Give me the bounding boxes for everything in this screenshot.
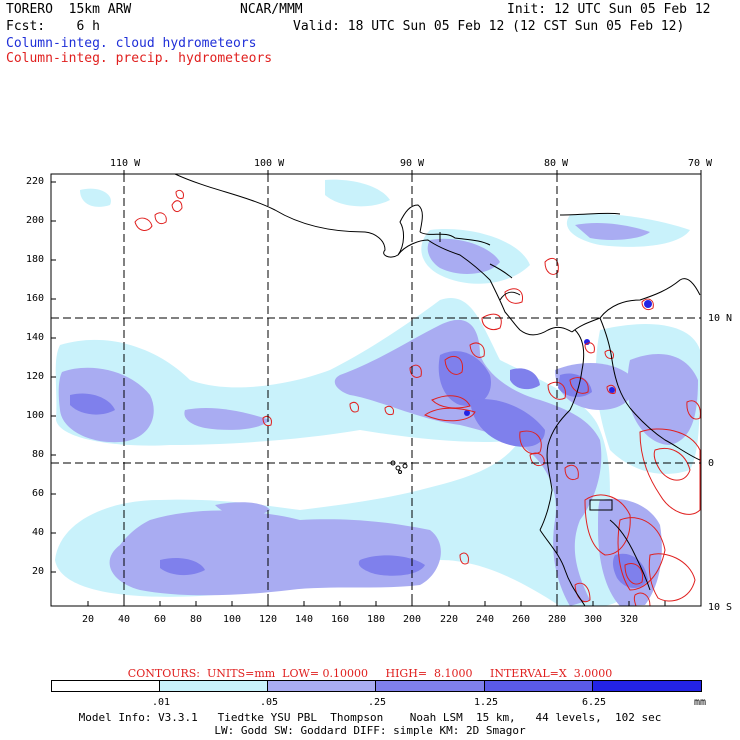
- lat-lon-grid: [51, 174, 701, 606]
- y-tick-label: 80: [32, 449, 45, 460]
- x-tick-label: 100: [223, 614, 242, 625]
- lon-label-90w: 90 W: [400, 158, 425, 169]
- x-tick-label: 200: [403, 614, 422, 625]
- lon-label-80w: 80 W: [544, 158, 569, 169]
- organization-label: NCAR/MMM: [240, 2, 303, 17]
- contours-caption: CONTOURS: UNITS=mm LOW= 0.10000 HIGH= 8.…: [127, 667, 613, 680]
- coastlines: [174, 174, 701, 606]
- x-tick-label: 220: [440, 614, 459, 625]
- y-axis-ticks: [51, 181, 56, 573]
- forecast-hour: Fcst: 6 h: [6, 19, 100, 34]
- model-info-line1: Model Info: V3.3.1 Tiedtke YSU PBL Thomp…: [78, 711, 662, 724]
- x-tick-label: 300: [584, 614, 603, 625]
- y-tick-label: 200: [26, 215, 45, 226]
- colorbar-segment: [159, 680, 268, 692]
- x-tick-label: 120: [259, 614, 278, 625]
- x-tick-label: 140: [295, 614, 314, 625]
- y-tick-label: 20: [32, 566, 45, 577]
- colorbar-segment: [375, 680, 485, 692]
- colorbar-label: .05: [260, 697, 279, 708]
- colorbar-units: mm: [694, 697, 707, 708]
- colorbar-label: .25: [368, 697, 387, 708]
- colorbar-label: 1.25: [474, 697, 499, 708]
- precip-field-label: Column-integ. precip. hydrometeors: [6, 51, 273, 66]
- lon-label-70w: 70 W: [688, 158, 713, 169]
- model-info-line2: LW: Godd SW: Goddard DIFF: simple KM: 2D…: [214, 724, 526, 737]
- colorbar-label: .01: [152, 697, 171, 708]
- colorbar-segment: [592, 680, 702, 692]
- cloud-field-label: Column-integ. cloud hydrometeors: [6, 36, 257, 51]
- colorbar-segment: [267, 680, 376, 692]
- x-tick-label: 320: [620, 614, 639, 625]
- y-tick-label: 120: [26, 371, 45, 382]
- cloud-shading-dark: [70, 351, 648, 589]
- colorbar-segment: [484, 680, 593, 692]
- y-tick-label: 140: [26, 332, 45, 343]
- x-tick-label: 20: [82, 614, 95, 625]
- y-tick-label: 60: [32, 488, 45, 499]
- y-tick-label: 180: [26, 254, 45, 265]
- precip-contours: [134, 189, 701, 606]
- x-tick-label: 40: [118, 614, 131, 625]
- colorbar-label: 6.25: [582, 697, 607, 708]
- model-title: TORERO 15km ARW: [6, 2, 132, 17]
- x-tick-label: 260: [512, 614, 531, 625]
- lat-label-0: 0: [708, 458, 715, 469]
- lon-ticks: [123, 170, 702, 174]
- lat-label-10n: 10 N: [708, 313, 733, 324]
- colorbar-segment: [51, 680, 160, 692]
- init-time: Init: 12 UTC Sun 05 Feb 12: [507, 2, 711, 17]
- lon-label-100w: 100 W: [254, 158, 285, 169]
- x-axis-ticks: [87, 601, 666, 606]
- y-tick-label: 220: [26, 176, 45, 187]
- y-tick-label: 100: [26, 410, 45, 421]
- x-tick-label: 180: [367, 614, 386, 625]
- lon-label-110w: 110 W: [110, 158, 141, 169]
- x-tick-label: 280: [548, 614, 567, 625]
- x-tick-label: 240: [476, 614, 495, 625]
- x-tick-label: 60: [154, 614, 167, 625]
- x-tick-label: 160: [331, 614, 350, 625]
- valid-time: Valid: 18 UTC Sun 05 Feb 12 (12 CST Sun …: [293, 19, 685, 34]
- galapagos-islands: [390, 460, 408, 474]
- cloud-shading-max: [464, 300, 652, 416]
- y-tick-label: 40: [32, 527, 45, 538]
- y-tick-label: 160: [26, 293, 45, 304]
- cloud-shading-mid: [58, 222, 698, 606]
- x-tick-label: 80: [190, 614, 203, 625]
- lat-label-10s: 10 S: [708, 602, 733, 613]
